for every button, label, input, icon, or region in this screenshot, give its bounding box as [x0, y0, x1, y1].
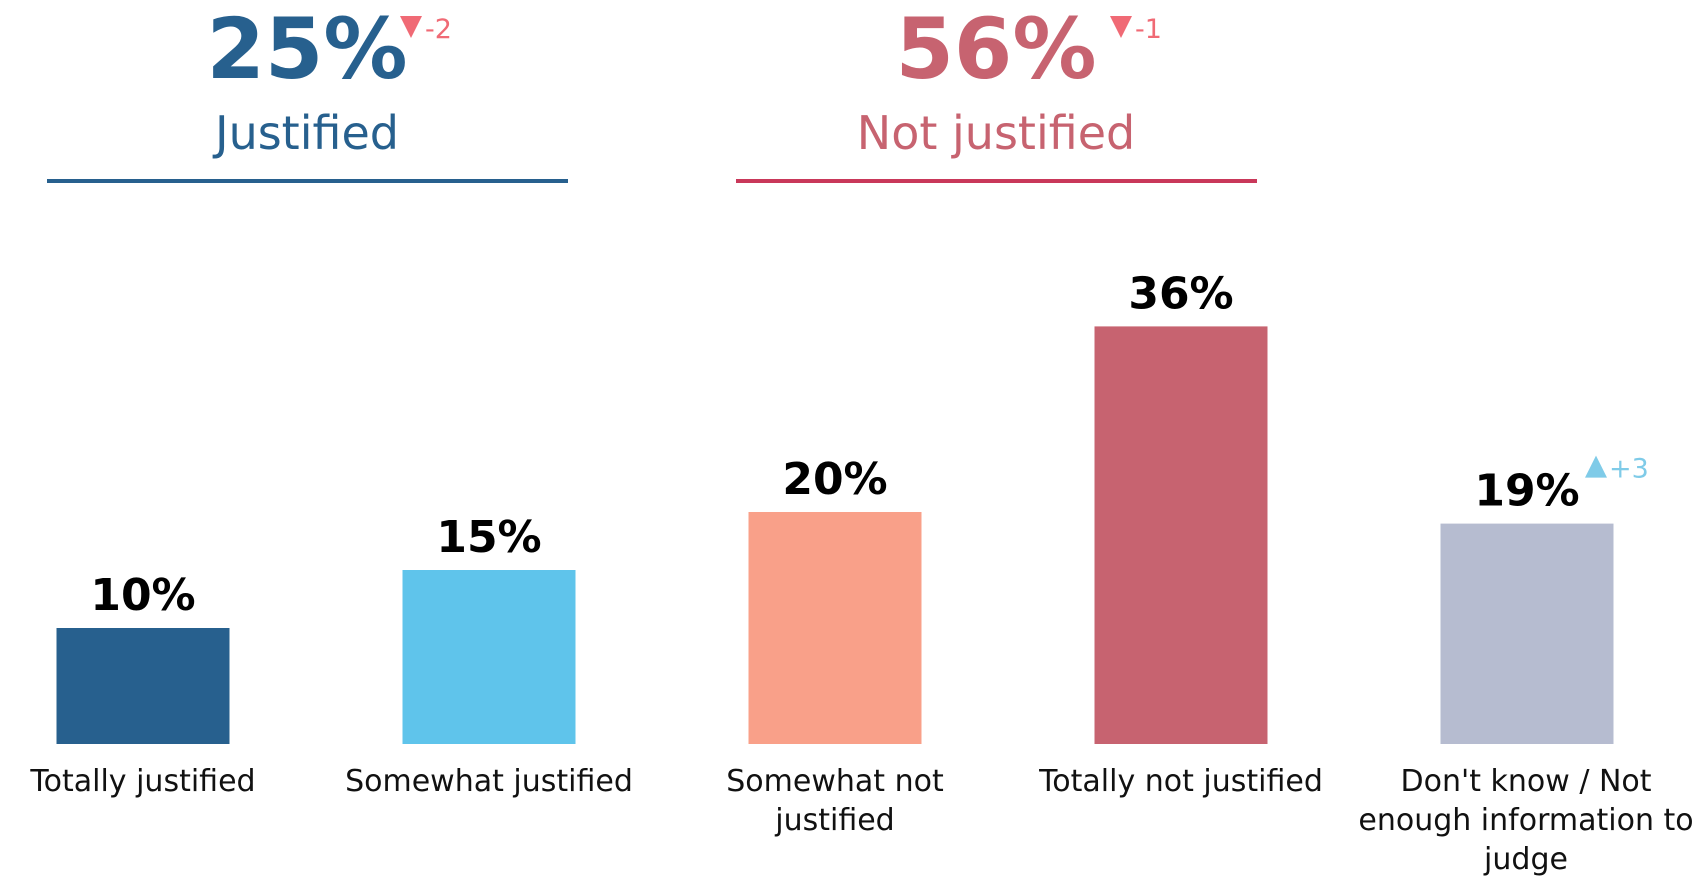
bar [56, 628, 230, 744]
value-label: 10% [90, 570, 195, 621]
summary-change: -1 [1135, 14, 1162, 45]
change-arrow [400, 16, 422, 38]
change-arrow [1110, 16, 1132, 38]
bar-change: +3 [1609, 454, 1649, 485]
summary-name: Not justified [857, 106, 1135, 160]
summary-name: Justified [212, 106, 399, 160]
summary-value: 25% [206, 0, 407, 98]
value-label: 36% [1128, 268, 1233, 319]
category-label: Don't know / Not enough information to j… [1358, 764, 1694, 877]
change-arrow [1585, 455, 1607, 478]
bar [748, 512, 922, 744]
summary-value: 56% [895, 0, 1096, 98]
bar [1440, 523, 1614, 744]
value-label: 15% [436, 512, 541, 563]
value-label: 19% [1474, 466, 1579, 517]
bar [1094, 326, 1268, 744]
bar [402, 570, 576, 744]
category-label: Totally not justified [1039, 764, 1323, 799]
value-label: 20% [782, 454, 887, 505]
summary-change: -2 [425, 14, 452, 45]
category-label: Somewhat not justified [726, 764, 944, 838]
category-label: Totally justified [30, 764, 256, 799]
category-label: Somewhat justified [345, 764, 633, 799]
